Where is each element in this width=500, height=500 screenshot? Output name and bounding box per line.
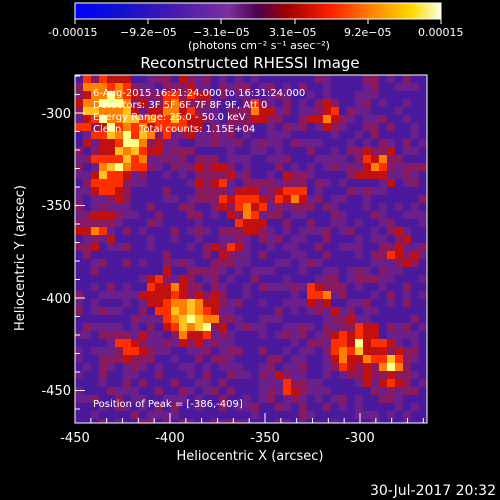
colorbar-tick-label: 9.2e−05	[344, 26, 391, 39]
plot-title: Reconstructed RHESSI Image	[140, 54, 359, 72]
x-tick-label: -300	[345, 431, 375, 446]
x-axis-label: Heliocentric X (arcsec)	[177, 449, 324, 464]
colorbar-tick-label: −9.2e−05	[120, 26, 177, 39]
x-tick-label: -400	[155, 431, 185, 446]
plot-frame	[74, 74, 428, 424]
total-counts-label: Total counts: 1.15E+04	[138, 124, 255, 135]
colorbar-tick-label: -0.00015	[48, 26, 97, 39]
x-tick-label: -450	[60, 431, 90, 446]
y-axis-label: Heliocentric Y (arcsec)	[13, 185, 28, 331]
x-tick-label: -350	[250, 431, 280, 446]
y-tick-label: -300	[41, 107, 71, 122]
footer-timestamp: 30-Jul-2017 20:32	[370, 483, 496, 499]
y-tick-label: -400	[41, 292, 71, 307]
colorbar-tick-label: 0.00015	[418, 26, 464, 39]
colorbar-tick-label: 3.1e−05	[269, 26, 316, 39]
y-tick-label: -350	[41, 199, 71, 214]
energy-range-label: Energy Range: 25.0 - 50.0 keV	[93, 112, 246, 123]
y-axis-ticks	[75, 75, 85, 410]
peak-position-label: Position of Peak = [-386,-409]	[93, 399, 243, 410]
algorithm-label: Clean	[93, 124, 121, 135]
colorbar-tick-label: −3.1e−05	[193, 26, 250, 39]
colorbar	[74, 2, 442, 20]
heatmap-image	[75, 75, 427, 423]
time-range-label: 6-Aug-2015 16:21:24.000 to 16:31:24.000	[93, 88, 305, 99]
colorbar-ticks	[74, 19, 442, 24]
detectors-label: Detectors: 3F 5F 6F 7F 8F 9F, Att 0	[93, 100, 267, 111]
colorbar-unit-label: (photons cm⁻² s⁻¹ asec⁻²)	[188, 39, 330, 52]
x-axis-ticks	[74, 413, 424, 423]
y-tick-label: -450	[41, 384, 71, 399]
